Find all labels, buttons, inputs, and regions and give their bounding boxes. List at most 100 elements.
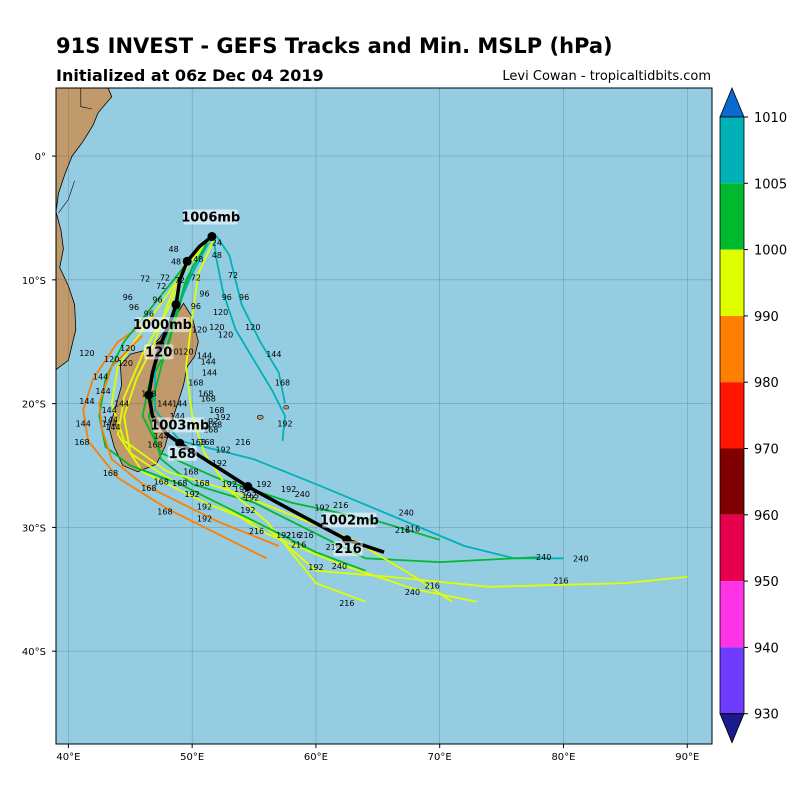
member-track bbox=[98, 334, 280, 547]
forecast-hour-label: 168 bbox=[203, 426, 218, 435]
forecast-hour-label: 120 bbox=[120, 344, 135, 353]
colorbar-frame bbox=[719, 116, 745, 715]
forecast-hour-label: 48 bbox=[171, 257, 181, 266]
forecast-hour-label: 192 bbox=[215, 445, 230, 454]
forecast-hour-label: 24 bbox=[212, 239, 222, 248]
forecast-hour-label: 144 bbox=[114, 400, 129, 409]
forecast-hour-label: 120 bbox=[192, 325, 207, 334]
forecast-hour-label: 216 bbox=[235, 438, 250, 447]
forecast-hour-label: 96 bbox=[239, 293, 249, 302]
mslp-label-bg bbox=[144, 344, 174, 360]
forecast-hour-label: 96 bbox=[144, 309, 154, 318]
colorbar-level-label: 960 bbox=[754, 509, 779, 524]
forecast-hour-label: 168 bbox=[188, 379, 203, 388]
colorbar-level-label: 990 bbox=[754, 310, 779, 325]
forecast-hour-label: 96 bbox=[199, 289, 209, 298]
forecast-hour-label: 48 bbox=[193, 255, 203, 264]
forecast-hour-label: 48 bbox=[212, 251, 222, 260]
forecast-hour-label: 216 bbox=[291, 541, 306, 550]
forecast-hour-label: 168 bbox=[209, 406, 224, 415]
colorbar-segment bbox=[720, 249, 744, 316]
forecast-hour-label: 216 bbox=[425, 582, 440, 591]
forecast-hour-label: 144 bbox=[95, 387, 110, 396]
forecast-hour-label: 96 bbox=[152, 296, 162, 305]
mslp-label: 120 bbox=[145, 345, 172, 360]
forecast-hour-label: 192 bbox=[222, 480, 237, 489]
colorbar-segment bbox=[720, 581, 744, 648]
forecast-hour-label: 240 bbox=[295, 490, 310, 499]
mean-track-point bbox=[207, 232, 217, 242]
lon-tick-label: 50°E bbox=[180, 752, 204, 763]
forecast-hour-label: 96 bbox=[222, 293, 232, 302]
forecast-hour-label: 48 bbox=[168, 245, 178, 254]
colorbar-level-label: 1005 bbox=[754, 177, 787, 192]
forecast-hour-label: 168 bbox=[154, 478, 169, 487]
forecast-hour-label: 144 bbox=[102, 419, 117, 428]
forecast-hour-label: 240 bbox=[399, 509, 414, 518]
mslp-label-bg bbox=[135, 317, 190, 333]
mslp-label-bg bbox=[167, 445, 197, 461]
lat-tick-label: 40°S bbox=[22, 647, 46, 658]
forecast-hour-label: 120 bbox=[118, 359, 133, 368]
forecast-hour-label: 96 bbox=[191, 302, 201, 311]
forecast-hour-label: 240 bbox=[573, 554, 588, 563]
colorbar-bottom-arrow bbox=[719, 713, 745, 744]
member-track bbox=[147, 242, 539, 563]
forecast-hour-label: 72 bbox=[156, 282, 166, 291]
forecast-hour-label: 192 bbox=[197, 515, 212, 524]
forecast-hour-label: 168 bbox=[74, 438, 89, 447]
colorbar-segment bbox=[720, 448, 744, 515]
forecast-hour-label: 120 bbox=[213, 308, 228, 317]
forecast-hour-label: 216 bbox=[286, 531, 301, 540]
forecast-hour-label: 144 bbox=[105, 423, 120, 432]
forecast-hour-label: 192 bbox=[185, 490, 200, 499]
forecast-hour-label: 192 bbox=[256, 480, 271, 489]
forecast-hour-label: 240 bbox=[536, 553, 551, 562]
colorbar-segment bbox=[720, 315, 744, 383]
colorbar-level-label: 1010 bbox=[754, 111, 787, 126]
forecast-hour-label: 168 bbox=[103, 469, 118, 478]
lon-tick-label: 70°E bbox=[428, 752, 452, 763]
forecast-hour-label: 216 bbox=[405, 525, 420, 534]
lon-tick-label: 90°E bbox=[675, 752, 699, 763]
africa-coast-land bbox=[56, 88, 113, 371]
lon-tick-label: 80°E bbox=[551, 752, 575, 763]
forecast-hour-label: 240 bbox=[332, 562, 347, 571]
mean-track-point bbox=[144, 390, 154, 400]
latitude-ticks: 0° 10°S 20°S 30°S 40°S bbox=[22, 152, 56, 658]
forecast-hour-label: 144 bbox=[93, 372, 108, 381]
lat-tick-label: 10°S bbox=[22, 276, 46, 287]
forecast-hour-label: 144 bbox=[201, 358, 216, 367]
country-border bbox=[80, 88, 92, 110]
forecast-hour-label: 192 bbox=[234, 485, 249, 494]
mslp-label: 216 bbox=[335, 542, 362, 557]
forecast-hour-label: 192 bbox=[314, 504, 329, 513]
forecast-hour-label: 144 bbox=[102, 406, 117, 415]
lat-tick-label: 0° bbox=[35, 152, 46, 163]
forecast-hour-label: 240 bbox=[405, 588, 420, 597]
forecast-hour-label: 72 bbox=[140, 275, 150, 284]
colorbar-segment bbox=[720, 647, 744, 714]
colorbar-segment bbox=[720, 514, 744, 582]
colorbar-level-label: 1000 bbox=[754, 244, 787, 259]
forecast-hour-label: 120 bbox=[104, 355, 119, 364]
mslp-label: 1002mb bbox=[320, 514, 379, 529]
mslp-label: 1006mb bbox=[181, 210, 240, 225]
forecast-hour-label: 168 bbox=[183, 468, 198, 477]
forecast-hour-label: 120 bbox=[245, 323, 260, 332]
forecast-hour-label: 216 bbox=[249, 527, 264, 536]
map-title: 91S INVEST - GEFS Tracks and Min. MSLP (… bbox=[56, 34, 613, 58]
forecast-hour-label: 120 bbox=[209, 323, 224, 332]
forecast-hour-label: 144 bbox=[79, 397, 94, 406]
mslp-label-bg bbox=[183, 209, 238, 225]
forecast-hour-label: 216 bbox=[339, 599, 354, 608]
forecast-hour-label: 216 bbox=[395, 526, 410, 535]
forecast-hour-label: 120 bbox=[178, 348, 193, 357]
colorbar-segment bbox=[720, 183, 744, 250]
forecast-hour-label: 96 bbox=[129, 303, 139, 312]
mslp-label: 168 bbox=[169, 447, 196, 462]
lon-tick-label: 40°E bbox=[56, 752, 80, 763]
gridlines bbox=[56, 88, 712, 744]
